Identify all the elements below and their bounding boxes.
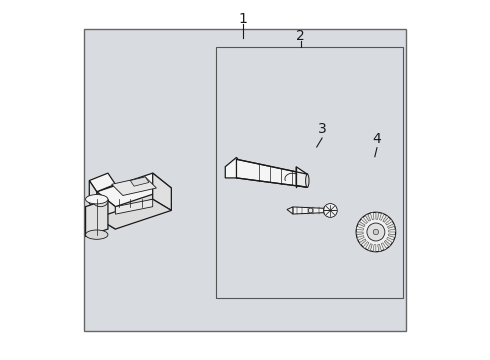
Wedge shape — [376, 212, 379, 219]
Text: 2: 2 — [296, 29, 305, 43]
Ellipse shape — [86, 194, 108, 204]
Polygon shape — [97, 192, 116, 229]
Bar — [84, 30, 406, 330]
Polygon shape — [89, 173, 116, 192]
Circle shape — [308, 208, 313, 213]
Wedge shape — [388, 224, 395, 228]
Wedge shape — [381, 243, 387, 250]
Wedge shape — [363, 242, 369, 249]
Ellipse shape — [306, 174, 309, 187]
Polygon shape — [287, 207, 293, 214]
Wedge shape — [378, 244, 381, 252]
Wedge shape — [389, 229, 395, 232]
Polygon shape — [153, 173, 172, 210]
Polygon shape — [116, 199, 153, 214]
Wedge shape — [359, 239, 366, 245]
Polygon shape — [237, 159, 307, 187]
Wedge shape — [368, 244, 372, 251]
Wedge shape — [383, 215, 389, 222]
Wedge shape — [358, 221, 365, 227]
Polygon shape — [89, 181, 97, 214]
Circle shape — [323, 203, 337, 217]
Polygon shape — [130, 177, 149, 186]
Text: 3: 3 — [318, 122, 326, 136]
Bar — [216, 47, 403, 298]
Wedge shape — [386, 219, 392, 225]
Wedge shape — [356, 232, 363, 235]
Polygon shape — [293, 207, 328, 214]
Wedge shape — [373, 245, 376, 252]
Polygon shape — [86, 199, 108, 237]
Wedge shape — [384, 240, 391, 247]
Circle shape — [373, 229, 379, 235]
Wedge shape — [388, 234, 395, 238]
Polygon shape — [97, 173, 172, 207]
Wedge shape — [356, 226, 364, 230]
Circle shape — [367, 223, 385, 241]
Wedge shape — [379, 213, 384, 220]
Text: 1: 1 — [239, 12, 247, 26]
Wedge shape — [365, 214, 370, 221]
Polygon shape — [296, 167, 307, 187]
Polygon shape — [225, 157, 244, 178]
Circle shape — [356, 212, 395, 252]
Polygon shape — [97, 199, 172, 229]
Wedge shape — [361, 217, 368, 224]
Wedge shape — [387, 237, 394, 243]
Ellipse shape — [93, 195, 108, 207]
Wedge shape — [370, 212, 374, 220]
Ellipse shape — [86, 230, 108, 239]
Wedge shape — [357, 235, 364, 240]
Text: 4: 4 — [372, 131, 381, 145]
Polygon shape — [112, 177, 156, 195]
